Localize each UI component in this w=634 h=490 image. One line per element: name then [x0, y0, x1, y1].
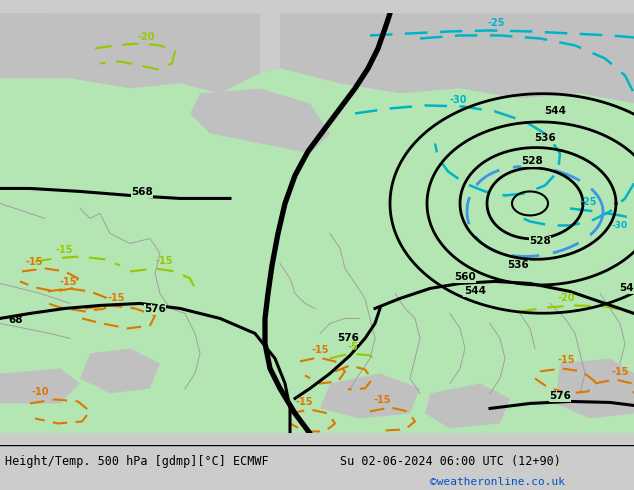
Text: Height/Temp. 500 hPa [gdmp][°C] ECMWF: Height/Temp. 500 hPa [gdmp][°C] ECMWF [5, 455, 269, 468]
Text: -15: -15 [60, 277, 77, 288]
Polygon shape [190, 88, 330, 153]
Polygon shape [0, 368, 80, 403]
Text: -15: -15 [295, 397, 313, 408]
Text: -15: -15 [312, 345, 330, 355]
Text: ©weatheronline.co.uk: ©weatheronline.co.uk [430, 477, 565, 487]
Polygon shape [0, 13, 260, 94]
Text: -15: -15 [55, 245, 72, 255]
Polygon shape [0, 13, 50, 78]
Text: 560: 560 [454, 272, 476, 282]
Text: 68: 68 [8, 316, 22, 325]
Text: 528: 528 [529, 237, 551, 246]
Text: -15: -15 [558, 355, 576, 366]
Polygon shape [555, 359, 634, 418]
Polygon shape [0, 69, 634, 434]
Text: 536: 536 [507, 261, 529, 270]
Text: 576: 576 [144, 304, 166, 315]
Text: -15: -15 [108, 294, 126, 303]
Text: -20: -20 [138, 32, 155, 43]
Polygon shape [280, 13, 634, 103]
Polygon shape [320, 373, 420, 418]
Polygon shape [80, 348, 160, 393]
Text: Su 02-06-2024 06:00 UTC (12+90): Su 02-06-2024 06:00 UTC (12+90) [340, 455, 561, 468]
Text: -25: -25 [488, 19, 505, 28]
Text: -5: -5 [348, 343, 359, 352]
Text: 536: 536 [534, 133, 556, 144]
Text: -30: -30 [612, 221, 628, 230]
Text: -10: -10 [32, 388, 49, 397]
Text: -20: -20 [558, 294, 576, 303]
Polygon shape [425, 384, 510, 428]
Text: -15: -15 [155, 256, 172, 267]
Text: -15: -15 [374, 395, 392, 405]
Text: 544: 544 [464, 287, 486, 296]
Text: 576: 576 [549, 392, 571, 401]
Text: 568: 568 [131, 188, 153, 197]
Text: 544: 544 [544, 106, 566, 117]
Text: -30: -30 [450, 96, 467, 105]
Text: -15: -15 [25, 257, 42, 268]
Text: 544: 544 [619, 283, 634, 294]
Text: 528: 528 [521, 156, 543, 167]
Text: 576: 576 [337, 333, 359, 343]
Text: -15: -15 [612, 368, 630, 377]
Text: -25: -25 [580, 197, 597, 207]
